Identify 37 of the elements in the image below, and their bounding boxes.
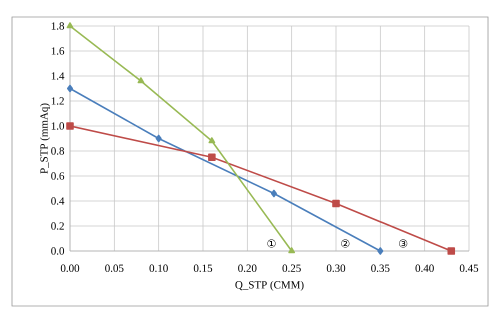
x-tick-label: 0.25 xyxy=(282,264,301,272)
y-tick-label: 0.6 xyxy=(51,172,64,180)
annotation: ① xyxy=(267,239,276,248)
point xyxy=(208,137,216,144)
x-tick-label: 0.45 xyxy=(460,264,478,272)
x-tick-label: 0.10 xyxy=(150,264,168,272)
annotation: ② xyxy=(341,239,350,248)
point xyxy=(447,247,456,255)
point xyxy=(377,247,384,255)
x-tick-label: 0.40 xyxy=(416,264,434,272)
point xyxy=(66,22,74,28)
y-tick-label: 0.4 xyxy=(51,197,64,205)
y-tick-label: 0.2 xyxy=(51,222,64,230)
x-tick-label: 0.05 xyxy=(105,264,124,272)
point xyxy=(332,200,340,208)
y-tick-label: 1.2 xyxy=(52,97,64,105)
point xyxy=(270,190,277,198)
point xyxy=(66,84,74,92)
x-tick-label: 0.20 xyxy=(238,264,257,272)
y-tick-label: 0.8 xyxy=(51,147,64,155)
y-axis-title: P_STP (mmAq) xyxy=(40,104,50,174)
x-tick-label: 0.35 xyxy=(371,264,390,272)
x-axis-title: Q_STP (CMM) xyxy=(235,280,304,291)
point xyxy=(138,77,144,84)
x-tick-label: 0.00 xyxy=(60,264,80,272)
x-tick-label: 0.15 xyxy=(194,264,212,272)
y-tick-label: 0.0 xyxy=(51,247,64,255)
y-tick-label: 1.8 xyxy=(52,22,64,30)
y-tick-label: 1.6 xyxy=(52,47,64,55)
point xyxy=(288,247,296,254)
point xyxy=(156,134,162,142)
point xyxy=(66,122,74,130)
y-tick-label: 1.4 xyxy=(52,72,64,80)
annotation: ③ xyxy=(399,239,408,248)
x-tick-label: 0.30 xyxy=(326,264,346,272)
point xyxy=(208,153,216,162)
y-tick-label: 1.0 xyxy=(52,122,64,130)
